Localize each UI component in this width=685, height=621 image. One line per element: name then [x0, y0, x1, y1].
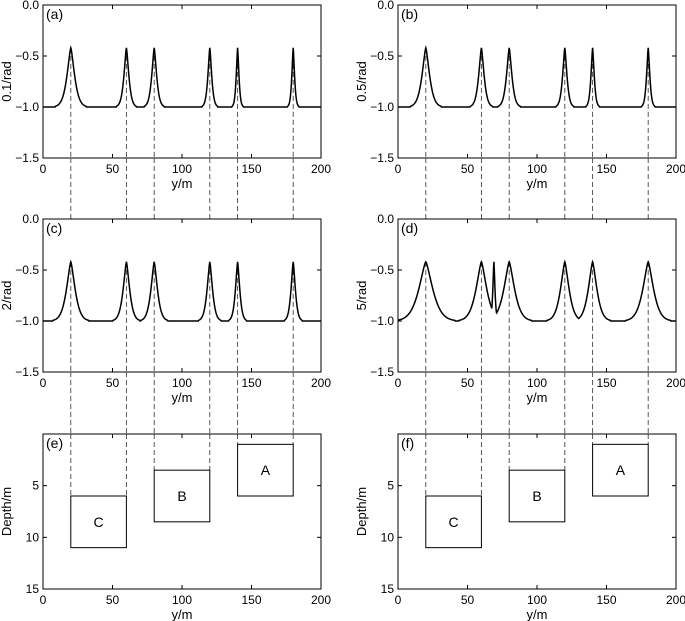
y-axis-label: Depth/m — [354, 487, 369, 536]
x-tick-label: 50 — [461, 593, 475, 607]
plot-frame — [397, 218, 677, 373]
block-label: B — [532, 488, 541, 504]
block-label: C — [449, 514, 459, 530]
y-tick-label: −1.5 — [370, 365, 394, 379]
x-tick-label: 100 — [172, 162, 192, 176]
y-tick-label: −1.5 — [15, 365, 39, 379]
panel-label: (a) — [46, 6, 63, 22]
series-line — [398, 45, 676, 108]
plot-frame — [42, 433, 322, 590]
plot-frame — [42, 218, 322, 373]
y-tick-label: −0.5 — [370, 49, 394, 63]
y-tick-label: −0.5 — [370, 263, 394, 277]
panel-e: 0 50 100 150 200 5 10 15 y/m Depth/m (e) A B C — [0, 372, 331, 621]
panel-label: (b) — [401, 6, 418, 22]
y-tick-label: 0.0 — [377, 0, 394, 12]
x-tick-label: 200 — [666, 162, 685, 176]
x-tick-label: 200 — [666, 593, 685, 607]
x-tick-label: 150 — [241, 162, 261, 176]
panel-a: 0 50 100 150 200 0.0 −0.5 −1.0 −1.5 y/m 0.1/rad (a) — [0, 0, 331, 191]
block-a — [237, 443, 294, 497]
x-axis-label: y/m — [527, 390, 548, 405]
x-tick-label: 100 — [527, 593, 547, 607]
x-tick-label: 150 — [596, 376, 616, 390]
x-tick-label: 150 — [596, 162, 616, 176]
y-tick-label: −0.5 — [15, 49, 39, 63]
y-axis-label: 5/rad — [354, 281, 369, 311]
y-tick-label: −1.0 — [15, 100, 39, 114]
panel-label: (e) — [46, 435, 63, 451]
x-tick-label: 50 — [461, 376, 475, 390]
y-tick-label: −1.0 — [370, 314, 394, 328]
x-tick-label: 0 — [40, 593, 47, 607]
x-tick-label: 0 — [395, 593, 402, 607]
x-tick-label: 100 — [527, 376, 547, 390]
x-tick-label: 0 — [40, 162, 47, 176]
y-tick-label: 10 — [381, 530, 395, 544]
block-b — [508, 469, 566, 523]
y-tick-label: −1.0 — [370, 100, 394, 114]
x-tick-label: 100 — [172, 593, 192, 607]
y-axis-label: Depth/m — [0, 487, 14, 536]
series-line — [43, 259, 321, 322]
x-tick-label: 200 — [311, 376, 331, 390]
x-axis-label: y/m — [527, 607, 548, 621]
x-tick-label: 0 — [40, 376, 47, 390]
panel-f: 0 50 100 150 200 5 10 15 y/m Depth/m (f) A B C — [354, 372, 685, 621]
y-tick-label: −1.5 — [15, 151, 39, 165]
panel-label: (d) — [401, 220, 418, 236]
y-axis-label: 0.1/rad — [0, 61, 14, 101]
y-axis-label: 0.5/rad — [354, 61, 369, 101]
x-tick-label: 50 — [106, 376, 120, 390]
block-label: B — [177, 488, 186, 504]
x-tick-label: 50 — [461, 162, 475, 176]
block-label: A — [261, 462, 271, 478]
series-line — [43, 45, 321, 108]
panel-c: 0 50 100 150 200 0.0 −0.5 −1.0 −1.5 y/m 2/rad (c) — [0, 158, 331, 405]
panel-d: 0 50 100 150 200 0.0 −0.5 −1.0 −1.5 y/m 5/rad (d) — [354, 158, 685, 405]
panel-b: 0 50 100 150 200 0.0 −0.5 −1.0 −1.5 y/m 0.5/rad (b) — [354, 0, 685, 191]
block-label: A — [616, 462, 626, 478]
block-c — [70, 495, 127, 549]
y-tick-label: 5 — [32, 479, 39, 493]
y-tick-label: 0.0 — [377, 212, 394, 226]
block-c — [425, 495, 482, 549]
x-tick-label: 50 — [106, 162, 120, 176]
y-tick-label: −0.5 — [15, 263, 39, 277]
x-tick-label: 100 — [527, 162, 547, 176]
y-tick-label: 15 — [381, 582, 395, 596]
panel-label: (c) — [46, 220, 62, 236]
x-axis-label: y/m — [527, 176, 548, 191]
y-tick-label: 5 — [387, 479, 394, 493]
block-b — [153, 469, 211, 523]
y-tick-label: −1.5 — [370, 151, 394, 165]
x-tick-label: 150 — [596, 593, 616, 607]
plot-frame — [397, 4, 677, 159]
x-tick-label: 0 — [395, 162, 402, 176]
y-tick-label: 0.0 — [22, 0, 39, 12]
block-label: C — [94, 514, 104, 530]
x-tick-label: 50 — [106, 593, 120, 607]
x-tick-label: 200 — [311, 162, 331, 176]
x-tick-label: 100 — [172, 376, 192, 390]
series-line — [397, 259, 676, 322]
y-tick-label: −1.0 — [15, 314, 39, 328]
y-tick-label: 0.0 — [22, 212, 39, 226]
x-axis-label: y/m — [172, 176, 193, 191]
y-tick-label: 15 — [26, 582, 40, 596]
panel-label: (f) — [401, 435, 414, 451]
x-tick-label: 200 — [666, 376, 685, 390]
x-tick-label: 150 — [241, 593, 261, 607]
x-tick-label: 150 — [241, 376, 261, 390]
block-a — [592, 443, 649, 497]
plot-frame — [42, 4, 322, 159]
x-axis-label: y/m — [172, 390, 193, 405]
x-tick-label: 200 — [311, 593, 331, 607]
y-tick-label: 10 — [26, 530, 40, 544]
plot-frame — [397, 433, 677, 590]
x-tick-label: 0 — [395, 376, 402, 390]
x-axis-label: y/m — [172, 607, 193, 621]
y-axis-label: 2/rad — [0, 281, 14, 311]
